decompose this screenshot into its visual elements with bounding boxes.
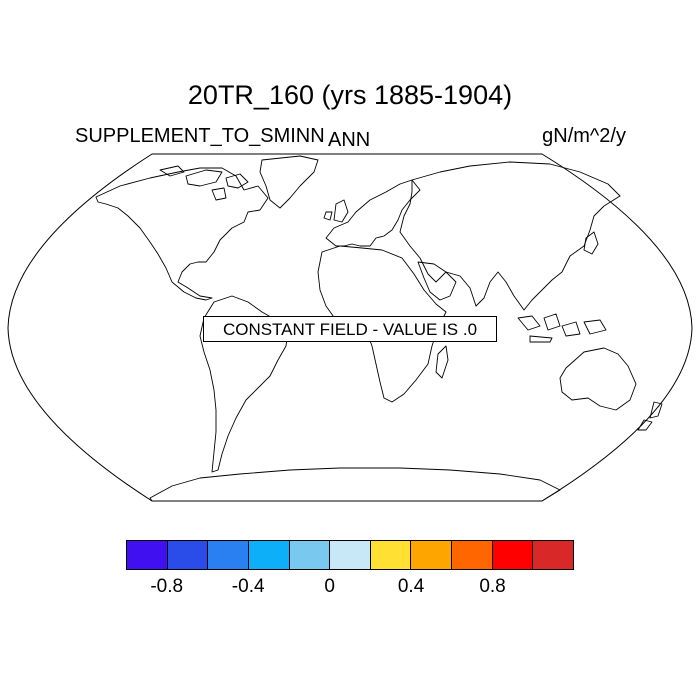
variable-label: SUPPLEMENT_TO_SMINN [75, 125, 325, 147]
coastline-north-america [95, 167, 269, 301]
colorbar-box [370, 541, 412, 569]
colorbar-box [452, 541, 493, 569]
colorbar-box [411, 541, 453, 569]
colorbar [126, 540, 574, 570]
coastline-britain [323, 199, 349, 223]
coastline-australia [559, 347, 637, 411]
colorbar-tick-label: 0 [324, 576, 335, 597]
units-label: gN/m^2/y [542, 125, 626, 147]
coastline-japan [583, 231, 599, 255]
colorbar-box [208, 541, 249, 569]
colorbar-box [533, 541, 574, 569]
coastline-asia [399, 161, 621, 311]
colorbar-tick-label: 0.4 [397, 576, 425, 597]
colorbar-box [127, 541, 168, 569]
constant-field-note: CONSTANT FIELD - VALUE IS .0 [203, 316, 497, 342]
coastline-arabia [417, 261, 457, 301]
colorbar-box [167, 541, 209, 569]
colorbar-tick-label: 0.8 [479, 576, 506, 597]
coastline-new-zealand [637, 401, 663, 431]
colorbar-tick-label: -0.4 [231, 576, 265, 597]
coastline-madagascar [435, 345, 449, 379]
season-label: ANN [328, 129, 371, 151]
colorbar-box [248, 541, 290, 569]
coastline-indonesia [517, 313, 607, 343]
colorbar-tick-label: -0.8 [150, 576, 184, 597]
colorbar-box [492, 541, 534, 569]
coastline-antarctica [149, 467, 561, 502]
plot-title: 20TR_160 (yrs 1885-1904) [187, 80, 513, 110]
coastline-europe [325, 179, 421, 247]
colorbar-box [289, 541, 331, 569]
colorbar-box [330, 541, 371, 569]
coastline-arctic-islands [159, 165, 249, 201]
coastline-greenland [259, 155, 319, 209]
